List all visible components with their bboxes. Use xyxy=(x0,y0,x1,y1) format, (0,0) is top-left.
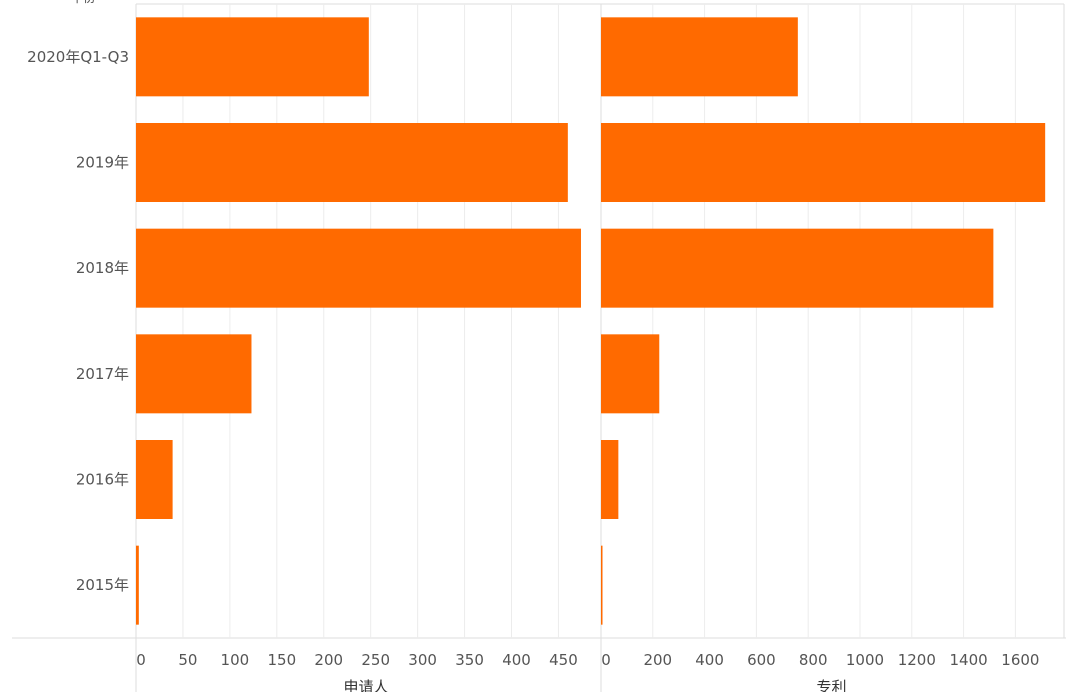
x-tick-label: 300 xyxy=(408,651,437,669)
bar xyxy=(601,334,660,414)
x-tick-label: 0 xyxy=(601,651,611,669)
x-tick-label: 1400 xyxy=(949,651,987,669)
x-tick-label: 50 xyxy=(178,651,197,669)
x-tick-label: 400 xyxy=(502,651,531,669)
x-tick-label: 100 xyxy=(221,651,250,669)
y-category-label: 2016年 xyxy=(76,471,129,489)
x-axis-title: 申请人 xyxy=(343,678,388,692)
x-tick-label: 450 xyxy=(549,651,578,669)
x-tick-label: 800 xyxy=(799,651,828,669)
bar xyxy=(601,228,994,308)
x-tick-label: 200 xyxy=(643,651,672,669)
bar xyxy=(136,123,568,202)
x-tick-label: 250 xyxy=(361,651,390,669)
x-tick-label: 1200 xyxy=(898,651,936,669)
bar xyxy=(136,334,252,414)
bar xyxy=(601,440,619,519)
x-tick-label: 350 xyxy=(455,651,484,669)
y-category-label: 2018年 xyxy=(76,259,129,277)
bar xyxy=(601,17,798,97)
bar xyxy=(601,545,603,625)
x-tick-label: 1000 xyxy=(846,651,884,669)
bar xyxy=(136,17,369,97)
y-category-label: 2015年 xyxy=(76,576,129,594)
bar xyxy=(136,228,581,308)
x-tick-label: 150 xyxy=(267,651,296,669)
bar xyxy=(136,440,173,519)
y-category-label: 2017年 xyxy=(76,365,129,383)
x-axis-title: 专利 xyxy=(816,678,846,692)
bar xyxy=(601,123,1046,202)
x-tick-label: 600 xyxy=(747,651,776,669)
y-category-label: 2020年Q1-Q3 xyxy=(27,48,129,66)
bar xyxy=(136,545,139,625)
y-category-label: 2019年 xyxy=(76,154,129,172)
x-tick-label: 1600 xyxy=(1001,651,1039,669)
row-header-label: 年份 xyxy=(70,0,96,6)
x-tick-label: 400 xyxy=(695,651,724,669)
x-tick-label: 0 xyxy=(136,651,146,669)
x-tick-label: 200 xyxy=(314,651,343,669)
